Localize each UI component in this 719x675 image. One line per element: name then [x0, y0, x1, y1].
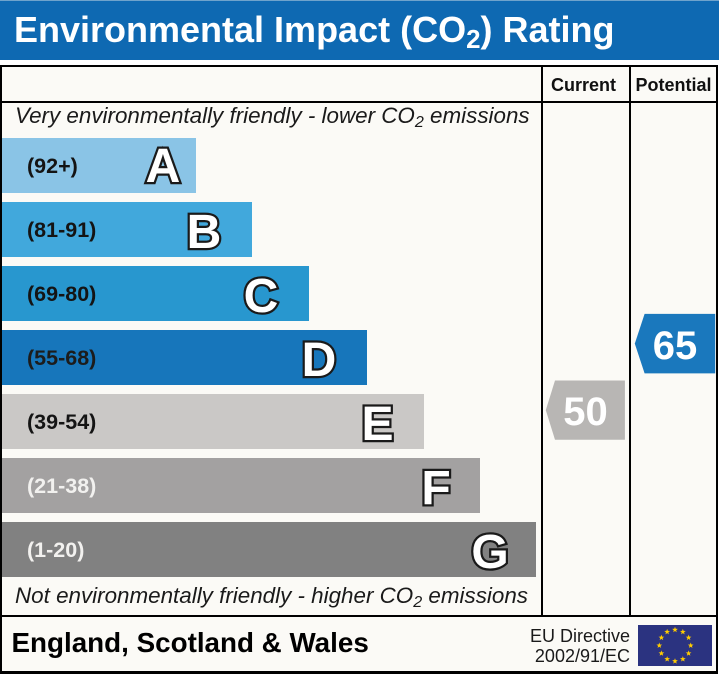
svg-text:D: D — [302, 334, 337, 387]
svg-text:A: A — [146, 140, 181, 193]
svg-text:G: G — [471, 526, 508, 579]
svg-text:50: 50 — [563, 390, 608, 434]
svg-text:C: C — [244, 270, 279, 323]
svg-text:F: F — [421, 462, 450, 515]
svg-text:B: B — [187, 206, 222, 259]
svg-text:E: E — [361, 398, 393, 451]
svg-text:65: 65 — [653, 324, 698, 368]
